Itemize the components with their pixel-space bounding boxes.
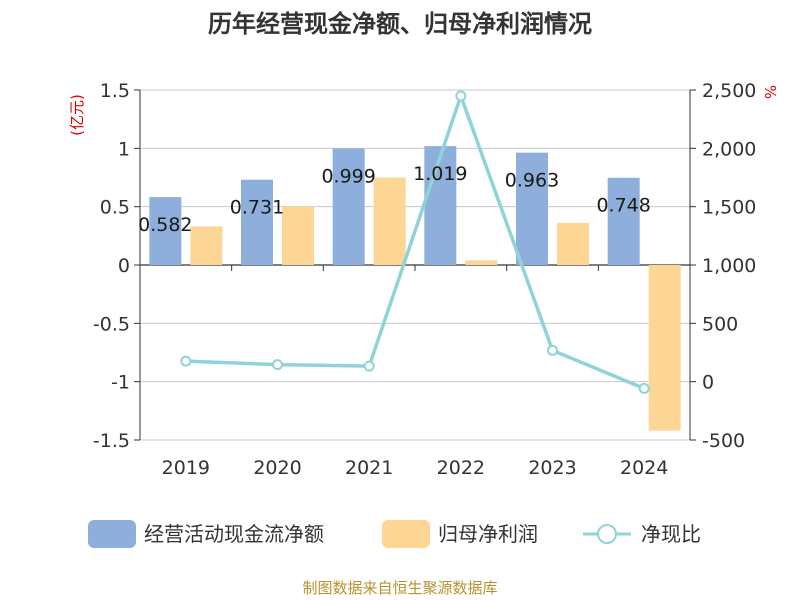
- legend-label: 经营活动现金流净额: [144, 522, 324, 546]
- left-axis-tick-label: 1: [118, 138, 130, 160]
- net-profit-bar: [465, 260, 498, 265]
- legend-item-net-cash-ratio: 净现比: [583, 522, 701, 546]
- x-axis-category-label: 2023: [528, 457, 576, 479]
- cashflow-data-label: 0.582: [138, 214, 192, 236]
- legend-label: 净现比: [641, 522, 701, 546]
- legend-item-cashflow: 经营活动现金流净额: [88, 520, 324, 548]
- net-cash-ratio-point: [455, 90, 467, 102]
- x-axis-category-label: 2019: [162, 457, 210, 479]
- x-axis-category-label: 2020: [253, 457, 301, 479]
- x-axis-category-label: 2021: [345, 457, 393, 479]
- net-cash-ratio-point: [638, 382, 650, 394]
- net-profit-bar: [282, 206, 314, 265]
- cashflow-bar: [332, 148, 365, 265]
- right-axis-tick-label: 2,500: [702, 80, 756, 102]
- legend-item-net-profit: 归母净利润: [382, 520, 538, 548]
- left-axis-tick-label: -0.5: [93, 313, 130, 335]
- cashflow-bar: [607, 177, 640, 265]
- right-axis-tick-label: 1,500: [702, 197, 756, 219]
- x-axis-category-label: 2022: [437, 457, 485, 479]
- cashflow-data-label: 0.731: [230, 197, 284, 219]
- left-axis-tick-label: -1.5: [93, 430, 130, 452]
- net-cash-ratio-line: [185, 94, 645, 391]
- ratio-line: [180, 90, 650, 394]
- cashflow-bar: [516, 152, 548, 265]
- net-cash-ratio-point: [272, 359, 283, 371]
- net-cash-ratio-point: [363, 360, 375, 372]
- cashflow-data-label: 0.963: [505, 170, 559, 192]
- cashflow-data-label: 0.999: [321, 165, 375, 187]
- right-axis-unit: %: [761, 85, 779, 99]
- legend: 经营活动现金流净额 归母净利润 净现比: [88, 520, 701, 548]
- net-profit-bar: [190, 226, 223, 265]
- chart-title: 历年经营现金净额、归母净利润情况: [208, 10, 592, 38]
- legend-swatch-marker: [597, 524, 617, 544]
- right-axis-tick-label: 1,000: [702, 255, 756, 277]
- cashflow-bar: [149, 197, 182, 265]
- legend-swatch: [88, 520, 136, 548]
- net-profit-bar: [648, 265, 681, 431]
- right-axis-tick-label: 2,000: [702, 138, 756, 160]
- left-axis-tick-label: 1.5: [100, 80, 130, 102]
- cashflow-bar: [241, 179, 273, 265]
- x-axis-category-label: 2024: [620, 457, 668, 479]
- data-labels: 0.582 0.731 0.999 1.019 0.963 0.748: [138, 163, 651, 236]
- left-axis-tick-label: 0: [118, 255, 130, 277]
- legend-label: 归母净利润: [438, 522, 538, 546]
- right-axis-tick-label: 500: [702, 313, 738, 335]
- left-axis-tick-label: 0.5: [100, 197, 130, 219]
- axes: 1.5 1 0.5 0 -0.5 -1 -1.5 2,500 2,000 1,500 1,000 50…: [93, 80, 756, 479]
- right-axis-tick-label: -500: [702, 430, 745, 452]
- cashflow-data-label: 0.748: [596, 195, 650, 217]
- net-profit-bar: [373, 177, 406, 265]
- net-cash-ratio-point: [180, 355, 192, 367]
- legend-swatch: [382, 520, 430, 548]
- bars: [149, 146, 681, 431]
- right-axis-tick-label: 0: [702, 372, 714, 394]
- left-axis-unit: (亿元): [68, 94, 86, 136]
- left-axis-tick-label: -1: [111, 372, 130, 394]
- net-profit-bar: [557, 223, 589, 265]
- source-note: 制图数据来自恒生聚源数据库: [302, 579, 497, 597]
- cashflow-data-label: 1.019: [413, 163, 467, 185]
- net-cash-ratio-point: [547, 344, 558, 356]
- cashflow-bar: [424, 146, 457, 265]
